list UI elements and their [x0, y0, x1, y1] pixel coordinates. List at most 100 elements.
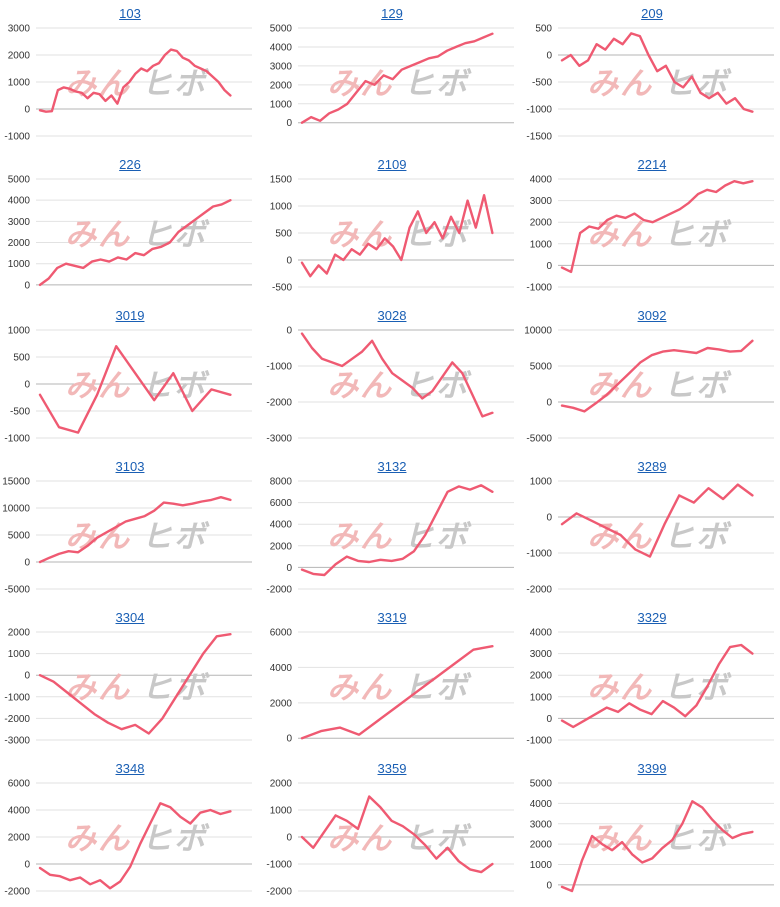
- series-line: [300, 484, 494, 577]
- watermark-logo: ヒボ: [403, 821, 472, 857]
- watermark-logo: みん: [327, 66, 393, 102]
- watermark-logo: みん: [65, 66, 131, 102]
- y-tick-label: 1000: [270, 806, 293, 817]
- series-line: [300, 194, 494, 278]
- y-tick-label: 0: [24, 860, 30, 871]
- series-line: [560, 339, 754, 413]
- y-tick-label: 1000: [270, 202, 293, 213]
- y-tick-label: -1000: [4, 132, 30, 143]
- y-tick-label: 1000: [8, 78, 31, 89]
- chart-title-link[interactable]: 2214: [637, 157, 667, 172]
- y-tick-label: -1500: [526, 132, 552, 143]
- series-line: [560, 32, 754, 113]
- chart-plot: 4000 3000 2000 1000 0 -1000 みん ヒボ: [526, 175, 774, 294]
- chart-title-link[interactable]: 3103: [115, 459, 145, 474]
- y-tick-label: 10000: [2, 504, 30, 515]
- watermark-logo: ヒボ: [141, 519, 210, 555]
- chart-title-link[interactable]: 129: [381, 6, 403, 21]
- chart-3092: 3092 10000 5000 0 -5000 みん ヒボ: [522, 302, 780, 453]
- chart-title-link[interactable]: 3359: [377, 761, 407, 776]
- chart-plot: 2000 1000 0 -1000 -2000 -3000 みん ヒボ: [4, 628, 252, 747]
- y-tick-label: 4000: [8, 196, 31, 207]
- y-tick-label: 2000: [8, 833, 31, 844]
- chart-3103: 3103 15000 10000 5000 0 -5000 みん ヒボ: [0, 453, 260, 604]
- y-tick-label: 4000: [530, 628, 553, 639]
- series-line: [38, 48, 232, 113]
- chart-title-link[interactable]: 226: [119, 157, 141, 172]
- series-line: [560, 180, 754, 274]
- y-tick-label: 4000: [8, 806, 31, 817]
- chart-title-link[interactable]: 103: [119, 6, 141, 21]
- chart-title-link[interactable]: 3329: [637, 610, 667, 625]
- chart-title-link[interactable]: 3348: [115, 761, 145, 776]
- watermark-logo: ヒボ: [663, 217, 732, 253]
- y-tick-label: 0: [286, 563, 292, 574]
- chart-title-link[interactable]: 3399: [637, 761, 667, 776]
- y-tick-label: -1000: [526, 105, 552, 116]
- chart-title-link[interactable]: 3132: [377, 459, 407, 474]
- chart-2214: 2214 4000 3000 2000 1000 0 -1000 みん ヒボ: [522, 151, 780, 302]
- y-tick-label: 1000: [8, 259, 31, 270]
- chart-3348: 3348 6000 4000 2000 0 -2000 みん ヒボ: [0, 755, 260, 906]
- chart-plot: 1500 1000 500 0 -500 みん ヒボ: [270, 175, 514, 294]
- chart-2109: 2109 1500 1000 500 0 -500 みん ヒボ: [262, 151, 522, 302]
- watermark-logo: みん: [65, 821, 131, 857]
- y-tick-label: 1000: [270, 99, 293, 110]
- series-line: [560, 800, 754, 893]
- y-tick-label: -2000: [266, 585, 292, 596]
- chart-3329: 3329 4000 3000 2000 1000 0 -1000 みん ヒボ: [522, 604, 780, 755]
- series-line: [38, 199, 232, 287]
- y-tick-label: 2000: [530, 840, 553, 851]
- y-tick-label: 0: [286, 326, 292, 337]
- y-tick-label: 0: [24, 105, 30, 116]
- chart-title-link[interactable]: 3319: [377, 610, 407, 625]
- watermark-logo: ヒボ: [663, 519, 732, 555]
- watermark-logo: ヒボ: [141, 821, 210, 857]
- y-tick-label: 1000: [8, 649, 31, 660]
- y-tick-label: 1000: [530, 239, 553, 250]
- y-tick-label: 2000: [8, 238, 31, 249]
- chart-title-link[interactable]: 2109: [377, 157, 407, 172]
- y-tick-label: 2000: [8, 51, 31, 62]
- y-tick-label: 0: [546, 261, 552, 272]
- chart-title-link[interactable]: 209: [641, 6, 663, 21]
- y-tick-label: 0: [286, 833, 292, 844]
- watermark-logo: みん: [587, 368, 653, 404]
- y-tick-label: 2000: [530, 218, 553, 229]
- y-tick-label: 2000: [270, 698, 293, 709]
- y-tick-label: -1000: [526, 549, 552, 560]
- y-tick-label: 500: [275, 229, 292, 240]
- series-line: [300, 645, 494, 740]
- watermark-logo: ヒボ: [663, 368, 732, 404]
- series-line: [38, 633, 232, 735]
- y-tick-label: 6000: [270, 498, 293, 509]
- chart-3289: 3289 1000 0 -1000 -2000 みん ヒボ: [522, 453, 780, 604]
- y-tick-label: -2000: [526, 585, 552, 596]
- watermark-logo: ヒボ: [403, 66, 472, 102]
- chart-title-link[interactable]: 3092: [637, 308, 667, 323]
- chart-plot: 4000 3000 2000 1000 0 -1000 みん ヒボ: [526, 628, 774, 747]
- watermark-logo: ヒボ: [403, 217, 472, 253]
- chart-129: 129 5000 4000 3000 2000 1000 0 みん ヒボ: [262, 0, 522, 151]
- y-tick-label: 1000: [8, 326, 31, 337]
- watermark-logo: ヒボ: [403, 519, 472, 555]
- y-tick-label: 5000: [530, 779, 553, 790]
- watermark-logo: みん: [327, 821, 393, 857]
- watermark-logo: みん: [65, 217, 131, 253]
- chart-title-link[interactable]: 3028: [377, 308, 407, 323]
- chart-title-link[interactable]: 3289: [637, 459, 667, 474]
- chart-3304: 3304 2000 1000 0 -1000 -2000 -3000 みん ヒボ: [0, 604, 260, 755]
- chart-title-link[interactable]: 3304: [115, 610, 145, 625]
- y-tick-label: 4000: [530, 175, 553, 186]
- chart-3028: 3028 0 -1000 -2000 -3000 みん ヒボ: [262, 302, 522, 453]
- series-line: [38, 496, 232, 564]
- y-tick-label: 0: [546, 398, 552, 409]
- y-tick-label: 3000: [530, 819, 553, 830]
- y-tick-label: 0: [24, 558, 30, 569]
- y-tick-label: 0: [24, 280, 30, 291]
- chart-209: 209 500 0 -500 -1000 -1500 みん ヒボ: [522, 0, 780, 151]
- chart-title-link[interactable]: 3019: [115, 308, 145, 323]
